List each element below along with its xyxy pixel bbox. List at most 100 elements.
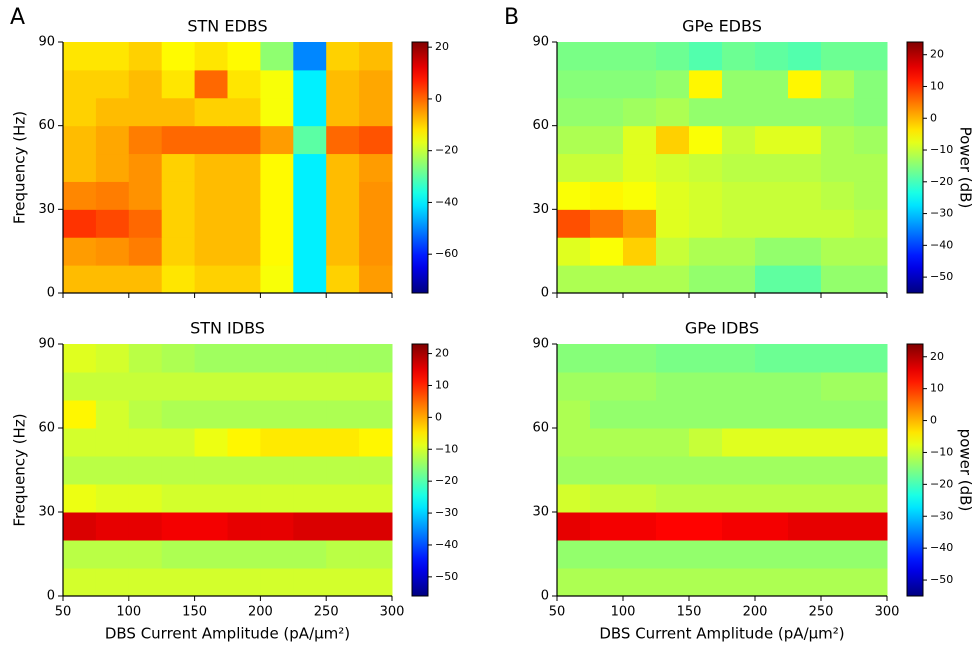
heatmap-cell [161, 484, 196, 513]
heatmap-cell [689, 512, 723, 541]
heatmap-cell [260, 400, 294, 429]
heatmap-cell [722, 568, 756, 597]
heatmap-cell [326, 372, 360, 401]
heatmap-cell [128, 540, 163, 569]
heatmap-cell [128, 209, 163, 238]
heatmap-cell [854, 484, 888, 513]
heatmap-cell [63, 69, 97, 99]
y-tick-label: 0 [47, 589, 55, 604]
heatmap-cell [359, 568, 393, 597]
heatmap-cell [128, 153, 163, 182]
heatmap-cell [557, 428, 591, 457]
heatmap-cell [821, 125, 855, 155]
heatmap-cell [326, 540, 360, 569]
y-tick-label: 30 [38, 505, 55, 520]
heatmap-cell [854, 69, 888, 99]
x-tick-label: 150 [182, 605, 207, 620]
heatmap-cell [293, 265, 327, 294]
heatmap-cell [227, 512, 261, 541]
heatmap-cell [359, 209, 393, 238]
heatmap-cell [557, 540, 591, 569]
heatmap-cell [590, 125, 624, 155]
x-axis-label: DBS Current Amplitude (pA/μm²) [599, 625, 844, 643]
heatmap-cell [656, 209, 690, 238]
x-tick-label: 50 [55, 605, 72, 620]
heatmap-cell [227, 209, 261, 238]
heatmap-cell [788, 344, 822, 373]
heatmap-cell [590, 512, 624, 541]
colorbar-tick-label: −60 [435, 247, 458, 260]
heatmap-cell [194, 237, 228, 266]
heatmap-cell [854, 42, 888, 71]
heatmap-cell [854, 209, 888, 238]
heatmap-cell [359, 484, 393, 513]
heatmap-cell [821, 428, 855, 457]
heatmap-cell [821, 484, 855, 513]
heatmap-cell [788, 456, 822, 485]
heatmap-cell [161, 456, 196, 485]
heatmap-cell [161, 568, 196, 597]
heatmap-cell [63, 97, 97, 127]
heatmap-cell [689, 237, 723, 266]
heatmap-cell [854, 265, 888, 294]
heatmap-cell [260, 568, 294, 597]
heatmap-cell [854, 97, 888, 127]
heatmap-cell [95, 344, 130, 373]
heatmap-cell [557, 42, 591, 71]
colorbar-tick-label: 0 [435, 92, 442, 105]
heatmap-cell [227, 42, 261, 71]
heatmap-cell [854, 372, 888, 401]
panel-title: GPe EDBS [682, 17, 762, 36]
heatmap-cell [293, 484, 327, 513]
heatmap-cell [854, 181, 888, 210]
heatmap-cell [293, 42, 327, 71]
heatmap-cell [260, 42, 294, 71]
heatmap-cell [227, 400, 261, 429]
x-tick-label: 250 [809, 605, 834, 620]
heatmap-cell [63, 512, 97, 541]
y-tick-label: 90 [38, 35, 55, 50]
heatmap-cell [293, 512, 327, 541]
colorbar-tick-label: −20 [435, 474, 458, 487]
x-tick-label: 50 [549, 605, 566, 620]
colorbar-tick-label: −20 [435, 144, 458, 157]
heatmap-cell [854, 153, 888, 182]
heatmap-cell [227, 428, 261, 457]
heatmap-cell [755, 209, 789, 238]
heatmap-cell [95, 568, 130, 597]
heatmap-cell [623, 125, 657, 155]
colorbar [906, 41, 924, 294]
y-tick-label: 30 [532, 505, 549, 520]
panel-label: B [504, 5, 519, 30]
colorbar-tick-label: −30 [930, 509, 953, 522]
heatmap-cell [656, 344, 690, 373]
heatmap-cell [656, 69, 690, 99]
heatmap-cell [656, 125, 690, 155]
heatmap-cell [161, 153, 196, 182]
heatmap-cell [326, 237, 360, 266]
heatmap-cell [95, 97, 130, 127]
colorbar-tick-label: −10 [435, 442, 458, 455]
heatmap-cell [557, 69, 591, 99]
colorbar [906, 343, 924, 597]
heatmap-cell [755, 125, 789, 155]
heatmap-cell [128, 42, 163, 71]
heatmap-cell [821, 237, 855, 266]
heatmap-cell [788, 372, 822, 401]
colorbar-tick-label: −50 [930, 573, 953, 586]
heatmap-cell [755, 456, 789, 485]
heatmap-cell [821, 265, 855, 294]
heatmap-cell [128, 125, 163, 155]
heatmap-cell [557, 372, 591, 401]
heatmap-cell [755, 153, 789, 182]
panel-title: GPe IDBS [685, 319, 759, 338]
heatmap-cell [656, 237, 690, 266]
heatmap-cell [326, 456, 360, 485]
colorbar-tick-label: −20 [930, 477, 953, 490]
heatmap-cell [359, 181, 393, 210]
heatmap-cell [128, 568, 163, 597]
heatmap-cell [656, 428, 690, 457]
heatmap-cell [854, 512, 888, 541]
heatmap-cell [821, 344, 855, 373]
heatmap-cell [623, 540, 657, 569]
